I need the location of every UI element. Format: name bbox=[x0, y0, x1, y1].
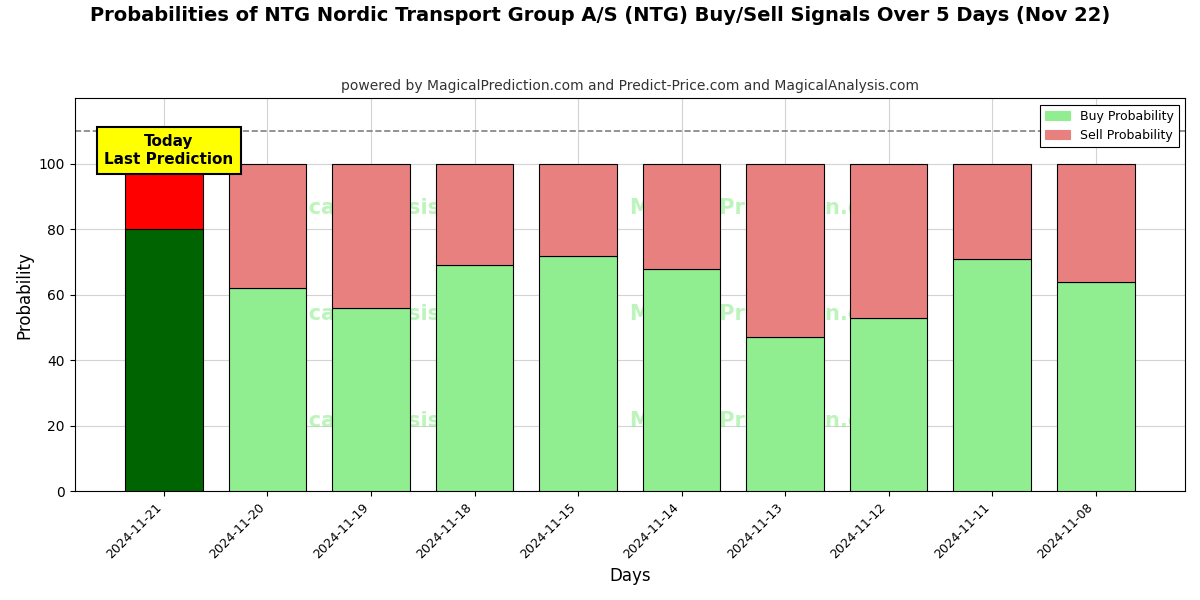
Bar bbox=[850, 164, 928, 318]
X-axis label: Days: Days bbox=[610, 567, 650, 585]
Text: MagicalPrediction.com: MagicalPrediction.com bbox=[630, 410, 896, 431]
Bar bbox=[746, 337, 824, 491]
Bar bbox=[1057, 164, 1134, 282]
Bar bbox=[229, 288, 306, 491]
Bar bbox=[850, 318, 928, 491]
Text: MagicalAnalysis.com: MagicalAnalysis.com bbox=[252, 304, 497, 325]
Legend: Buy Probability, Sell Probability: Buy Probability, Sell Probability bbox=[1040, 104, 1178, 147]
Text: Today
Last Prediction: Today Last Prediction bbox=[104, 134, 234, 167]
Y-axis label: Probability: Probability bbox=[16, 251, 34, 339]
Text: MagicalPrediction.com: MagicalPrediction.com bbox=[630, 304, 896, 325]
Bar bbox=[953, 164, 1031, 259]
Bar bbox=[332, 308, 410, 491]
Bar bbox=[436, 164, 514, 265]
Bar bbox=[539, 256, 617, 491]
Text: Probabilities of NTG Nordic Transport Group A/S (NTG) Buy/Sell Signals Over 5 Da: Probabilities of NTG Nordic Transport Gr… bbox=[90, 6, 1110, 25]
Bar bbox=[436, 265, 514, 491]
Text: MagicalAnalysis.com: MagicalAnalysis.com bbox=[252, 410, 497, 431]
Title: powered by MagicalPrediction.com and Predict-Price.com and MagicalAnalysis.com: powered by MagicalPrediction.com and Pre… bbox=[341, 79, 919, 93]
Text: MagicalAnalysis.com: MagicalAnalysis.com bbox=[252, 199, 497, 218]
Bar bbox=[332, 164, 410, 308]
Bar bbox=[1057, 282, 1134, 491]
Bar bbox=[643, 269, 720, 491]
Bar bbox=[229, 164, 306, 288]
Bar bbox=[643, 164, 720, 269]
Bar bbox=[125, 229, 203, 491]
Bar bbox=[953, 259, 1031, 491]
Bar bbox=[125, 164, 203, 229]
Bar bbox=[539, 164, 617, 256]
Text: MagicalPrediction.com: MagicalPrediction.com bbox=[630, 199, 896, 218]
Bar bbox=[746, 164, 824, 337]
